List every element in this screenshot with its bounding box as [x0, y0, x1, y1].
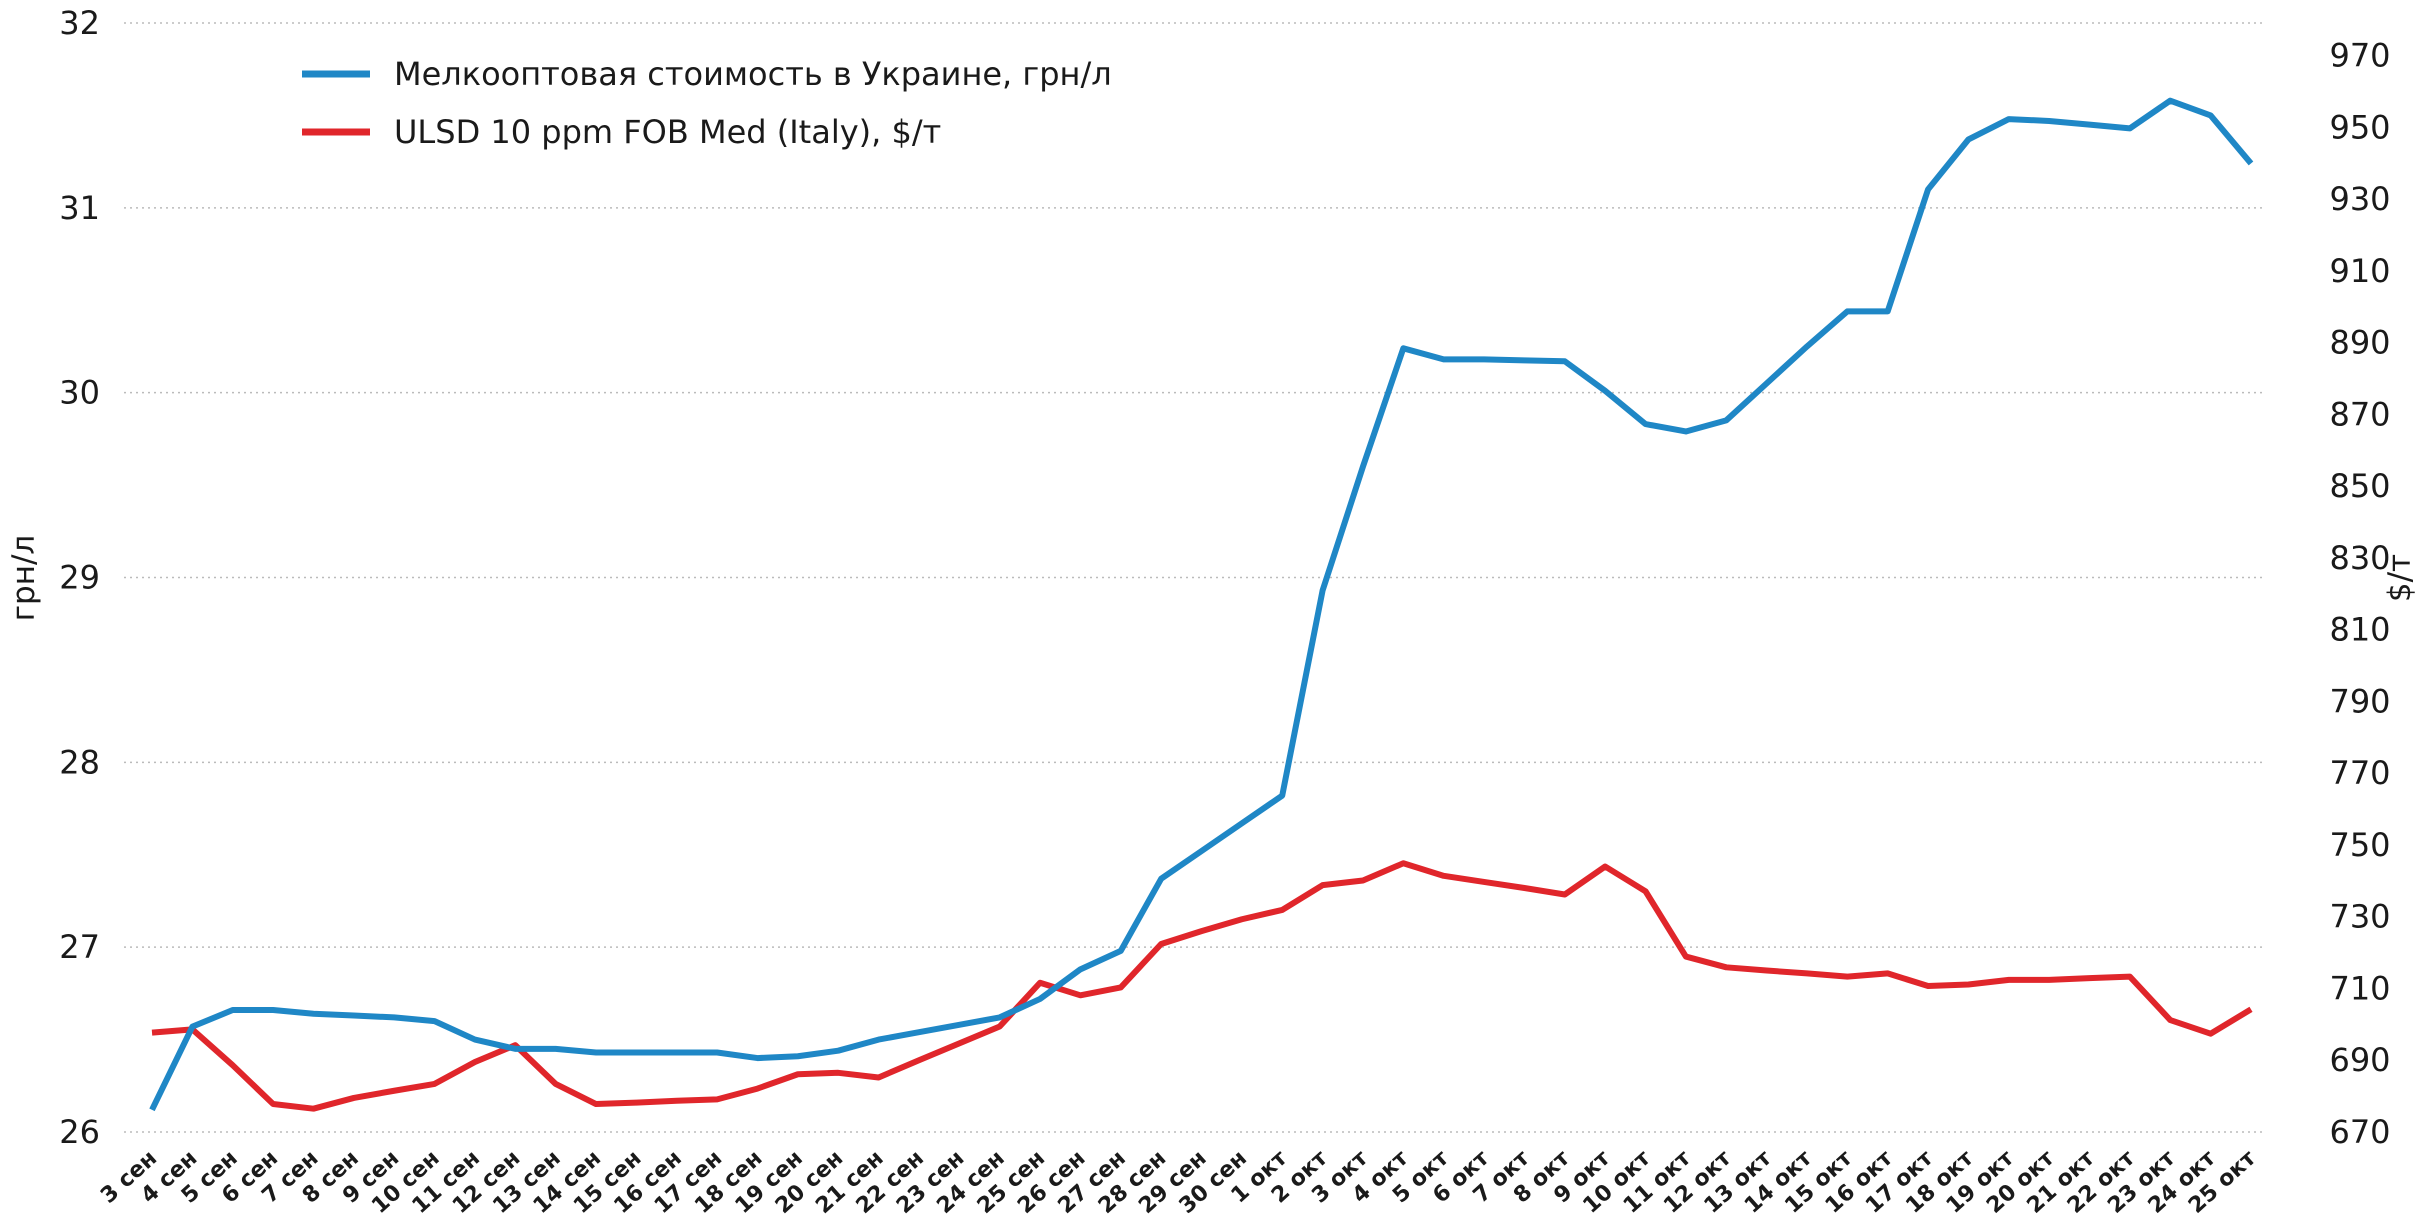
data-line: [151, 860, 2253, 1112]
y2-tick-label: 970: [2329, 37, 2390, 75]
data-line: [149, 97, 2254, 1112]
y-tick-label: 28: [59, 743, 100, 781]
y-tick-label: 32: [59, 4, 100, 42]
y2-tick-label: 870: [2329, 395, 2390, 433]
y-tick-label: 31: [59, 189, 100, 227]
y2-tick-label: 890: [2329, 324, 2390, 362]
y2-tick-label: 930: [2329, 180, 2390, 218]
y-tick-label: 27: [59, 928, 100, 966]
legend-label: Мелкооптовая стоимость в Украине, грн/л: [394, 55, 1112, 93]
y2-tick-label: 730: [2329, 898, 2390, 936]
y2-tick-label: 670: [2329, 1113, 2390, 1151]
y-tick-label: 30: [59, 374, 100, 412]
y2-tick-label: 770: [2329, 754, 2390, 792]
y-axis-label: грн/л: [6, 535, 42, 622]
y2-tick-label: 690: [2329, 1041, 2390, 1079]
legend-label: ULSD 10 ppm FOB Med (Italy), $/т: [394, 113, 941, 151]
y2-tick-label: 710: [2329, 969, 2390, 1007]
y-tick-label: 29: [59, 559, 100, 597]
y-tick-label: 26: [59, 1113, 100, 1151]
y2-tick-label: 790: [2329, 682, 2390, 720]
y2-tick-label: 750: [2329, 826, 2390, 864]
y2-tick-label: 910: [2329, 252, 2390, 290]
y2-tick-label: 950: [2329, 108, 2390, 146]
y2-tick-label: 850: [2329, 467, 2390, 505]
y2-axis-label: $/т: [2382, 554, 2418, 602]
y2-tick-label: 810: [2329, 611, 2390, 649]
y2-tick-label: 830: [2329, 539, 2390, 577]
